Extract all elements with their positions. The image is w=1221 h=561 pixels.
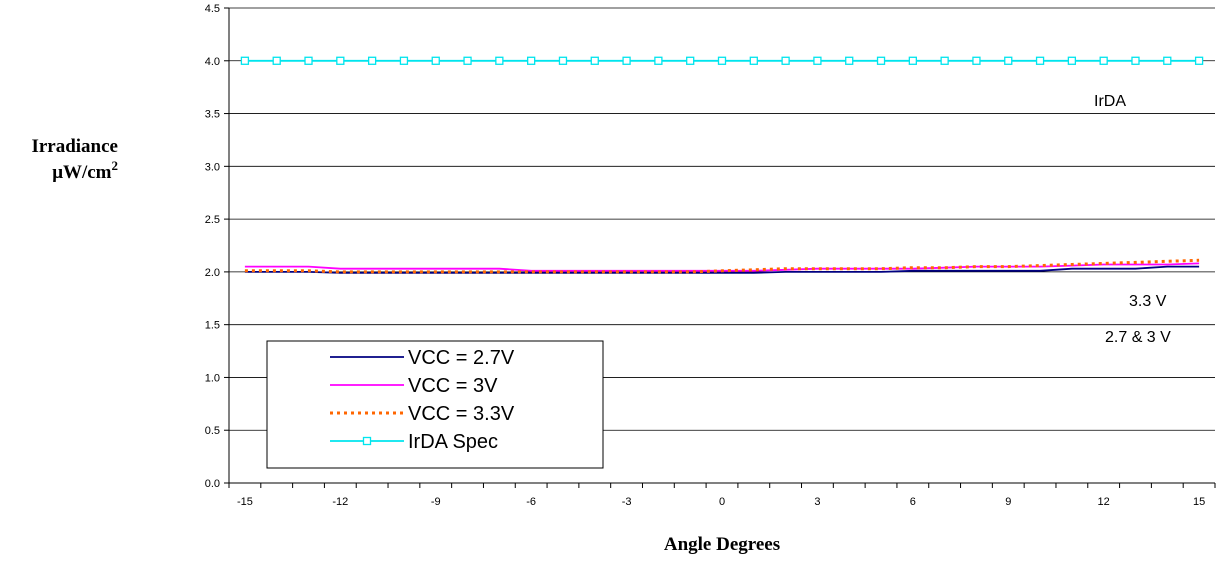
series-line-vcc-2-7v [244,265,1200,274]
data-point-irda-spec [304,56,313,65]
data-point-irda-spec [940,56,949,65]
y-axis-label: Irradiance [31,136,118,157]
data-point-irda-spec [1163,56,1172,65]
legend-label-vcc-3v: VCC = 3V [408,375,498,397]
y-tick-label: 0.5 [205,425,220,437]
y-tick-label: 1.5 [205,320,220,332]
data-point-irda-spec [1004,56,1013,65]
data-point-irda-spec [1067,56,1077,65]
x-tick-label: 0 [719,496,725,508]
data-point-irda-spec [336,56,345,65]
x-tick-label: 3 [814,496,820,508]
data-point-irda-spec [495,56,504,65]
data-point-irda-spec [686,56,695,65]
data-point-irda-spec [399,56,409,65]
y-tick-label: 0.0 [205,478,220,490]
y-tick-label: 4.5 [205,3,220,15]
data-point-irda-spec [1194,56,1204,65]
data-point-irda-spec [654,56,663,65]
x-tick-label: -15 [237,496,253,508]
data-point-irda-spec [622,56,631,65]
data-point-irda-spec [590,56,599,65]
y-tick-label: 4.0 [205,56,220,68]
data-point-irda-spec [431,56,440,65]
x-tick-label: -3 [622,496,632,508]
legend-label-irda-spec: IrDA Spec [408,431,498,453]
x-tick-label: 6 [910,496,916,508]
y-axis-ticks: 0.0 0.5 1.0 1.5 2.0 2.5 3.0 3.5 4.0 4.5 [205,3,229,490]
annotation-3-3v: 3.3 V [1129,293,1167,310]
legend: VCC = 2.7V VCC = 3V VCC = 3.3V IrDA Spec [266,340,604,469]
legend-box [266,340,604,469]
y-tick-label: 2.0 [205,267,220,279]
y-tick-label: 3.5 [205,109,220,121]
data-point-irda-spec [558,56,568,65]
y-axis-unit-exponent: 2 [112,158,119,173]
x-tick-label: -9 [431,496,441,508]
y-tick-label: 2.5 [205,214,220,226]
x-tick-label: -6 [526,496,536,508]
x-tick-label: 12 [1098,496,1110,508]
data-point-irda-spec [272,56,281,65]
x-tick-label: -12 [332,496,348,508]
data-point-irda-spec [876,56,886,65]
data-point-irda-spec [749,56,758,65]
data-point-irda-spec [845,56,854,65]
y-tick-label: 1.0 [205,372,220,384]
data-point-irda-spec [972,56,981,65]
y-tick-label: 3.0 [205,161,220,173]
data-point-irda-spec [717,56,727,65]
legend-label-vcc-2-7v: VCC = 2.7V [408,347,515,369]
data-point-irda-spec [1099,56,1108,65]
annotation-irda: IrDA [1094,93,1126,110]
data-point-irda-spec [527,56,536,65]
legend-label-vcc-3-3v: VCC = 3.3V [408,403,515,425]
y-axis-unit-prefix: μW/cm [52,162,111,183]
legend-marker-irda-spec [362,436,372,446]
x-tick-label: 9 [1005,496,1011,508]
y-axis-unit: μW/cm2 [52,158,118,183]
annotation-2-7-3v: 2.7 & 3 V [1105,329,1171,346]
data-point-irda-spec [1035,56,1045,65]
series-group [240,56,1204,274]
x-tick-label: 15 [1193,496,1205,508]
data-point-irda-spec [367,56,377,65]
data-point-irda-spec [813,56,822,65]
data-point-irda-spec [1131,56,1140,65]
x-axis-label: Angle Degrees [664,534,780,555]
data-point-irda-spec [781,56,790,65]
data-point-irda-spec [463,56,472,65]
series-line-vcc-3-3v [244,258,1200,274]
x-axis-ticks: -15 -12 -9 -6 -3 0 3 6 9 12 15 [228,483,1216,508]
data-point-irda-spec [240,56,250,65]
data-point-irda-spec [908,56,917,65]
